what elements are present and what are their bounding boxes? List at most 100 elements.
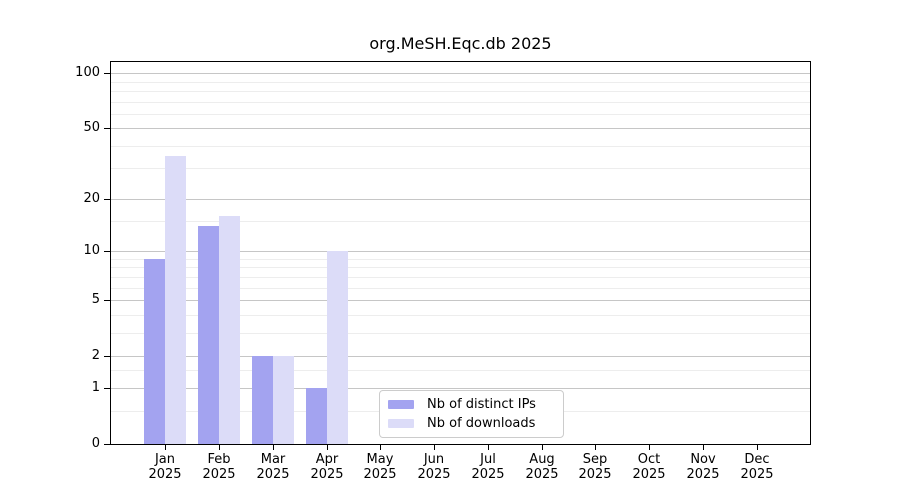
x-tick-label: Dec 2025 [725, 452, 789, 482]
y-tick-label: 5 [91, 292, 100, 307]
legend-swatch-distinct-ips [388, 400, 414, 409]
x-tick-month: Feb [207, 452, 231, 467]
x-tick-year: 2025 [686, 467, 720, 482]
gridline-minor [111, 287, 810, 289]
gridline-major [111, 251, 810, 253]
x-tick-month: Jun [423, 452, 445, 467]
x-tick-month: Dec [744, 452, 770, 467]
gridline-major [111, 128, 810, 130]
x-tick-label: Sep 2025 [563, 452, 627, 482]
x-tick-year: 2025 [740, 467, 774, 482]
y-tick-label: 50 [83, 120, 100, 135]
gridline-major [111, 73, 810, 75]
x-tick-mark [703, 445, 704, 450]
legend-label: Nb of distinct IPs [427, 397, 536, 412]
plot-area [110, 61, 811, 445]
y-tick-mark [104, 251, 110, 252]
x-tick-mark [542, 445, 543, 450]
y-tick-label: 0 [91, 436, 100, 451]
y-tick-label: 20 [83, 191, 100, 206]
x-tick-label: Jul 2025 [456, 452, 520, 482]
y-tick-mark [104, 356, 110, 357]
gridline-minor [111, 314, 810, 316]
y-tick-label: 1 [91, 380, 100, 395]
gridline-minor [111, 145, 810, 147]
x-tick-month: Oct [637, 452, 661, 467]
bar-distinct-ips [144, 259, 166, 444]
y-tick-mark [104, 128, 110, 129]
x-tick-mark [595, 445, 596, 450]
legend: Nb of distinct IPs Nb of downloads [379, 390, 564, 438]
bar-downloads [272, 355, 294, 444]
x-tick-label: Jun 2025 [402, 452, 466, 482]
gridline-minor [111, 276, 810, 278]
x-tick-month: Jul [480, 452, 496, 467]
x-tick-mark [488, 445, 489, 450]
x-tick-month: Jan [154, 452, 176, 467]
bar-distinct-ips [197, 226, 219, 444]
gridline-minor [111, 168, 810, 170]
x-tick-mark [273, 445, 274, 450]
x-tick-mark [380, 445, 381, 450]
x-tick-label: Feb 2025 [187, 452, 251, 482]
gridline-minor [111, 267, 810, 269]
bar-distinct-ips [305, 388, 327, 444]
bar-distinct-ips [251, 355, 273, 444]
gridline-minor [111, 332, 810, 334]
x-tick-label: Nov 2025 [671, 452, 735, 482]
x-tick-year: 2025 [525, 467, 559, 482]
x-tick-year: 2025 [310, 467, 344, 482]
gridline-major [111, 300, 810, 302]
gridline-minor [111, 113, 810, 115]
chart-title: org.MeSH.Eqc.db 2025 [369, 34, 552, 53]
gridline-minor [111, 221, 810, 223]
x-tick-mark [649, 445, 650, 450]
x-tick-label: Aug 2025 [510, 452, 574, 482]
x-tick-mark [219, 445, 220, 450]
y-tick-mark [104, 300, 110, 301]
x-tick-label: Apr 2025 [295, 452, 359, 482]
gridline-minor [111, 81, 810, 83]
x-tick-label: May 2025 [348, 452, 412, 482]
x-tick-label: Jan 2025 [133, 452, 197, 482]
gridline-minor [111, 370, 810, 372]
gridline-major [111, 199, 810, 201]
x-tick-mark [434, 445, 435, 450]
y-tick-label: 2 [91, 348, 100, 363]
legend-item: Nb of distinct IPs [388, 397, 555, 412]
x-tick-month: Mar [260, 452, 286, 467]
x-tick-year: 2025 [471, 467, 505, 482]
x-tick-year: 2025 [202, 467, 236, 482]
bar-downloads [218, 216, 240, 444]
y-tick-mark [104, 199, 110, 200]
x-tick-label: Mar 2025 [241, 452, 305, 482]
x-tick-month: Aug [529, 452, 555, 467]
y-tick-label: 100 [75, 65, 100, 80]
x-tick-month: Sep [582, 452, 608, 467]
x-tick-mark [757, 445, 758, 450]
gridline-minor [111, 101, 810, 103]
x-tick-mark [165, 445, 166, 450]
x-tick-year: 2025 [363, 467, 397, 482]
x-tick-year: 2025 [417, 467, 451, 482]
bar-downloads [165, 156, 187, 444]
x-tick-year: 2025 [578, 467, 612, 482]
gridline-minor [111, 259, 810, 260]
legend-swatch-downloads [388, 419, 414, 428]
x-tick-year: 2025 [148, 467, 182, 482]
y-tick-label: 10 [83, 243, 100, 258]
x-tick-month: Nov [690, 452, 716, 467]
x-tick-year: 2025 [632, 467, 666, 482]
gridline-minor [111, 90, 810, 92]
gridline-major [111, 388, 810, 390]
x-tick-mark [327, 445, 328, 450]
x-tick-year: 2025 [256, 467, 290, 482]
x-tick-month: May [366, 452, 394, 467]
legend-label: Nb of downloads [427, 416, 536, 431]
y-tick-mark [104, 444, 110, 445]
x-tick-month: Apr [315, 452, 339, 467]
gridline-major [111, 355, 810, 357]
y-tick-mark [104, 73, 110, 74]
legend-item: Nb of downloads [388, 416, 555, 431]
